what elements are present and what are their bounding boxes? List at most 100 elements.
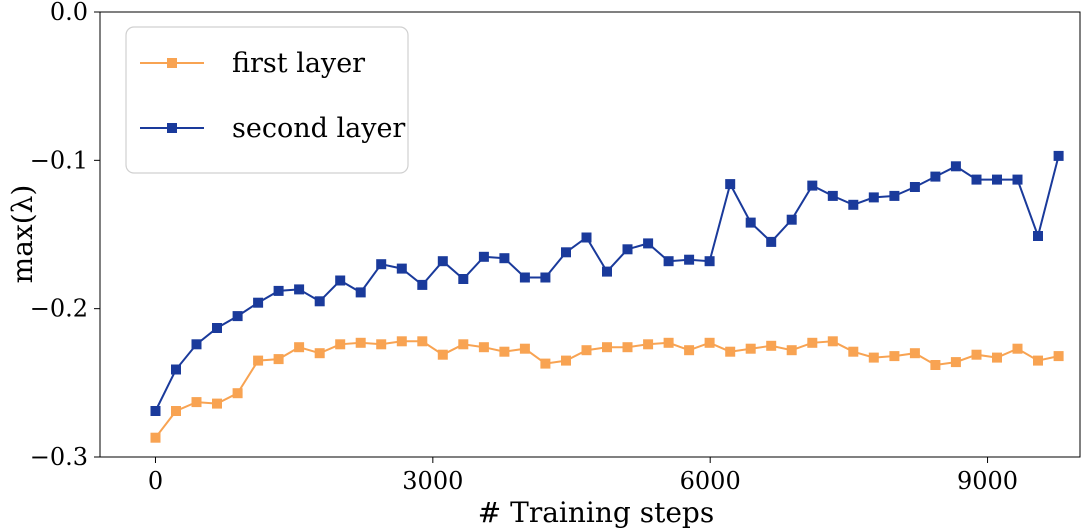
y-axis-ticks: 0.0 −0.1 −0.2 −0.3 [30, 0, 100, 471]
data-point-second-layer [417, 279, 428, 290]
data-point-first-layer [478, 342, 489, 353]
x-tick-label: 9000 [957, 467, 1018, 495]
series-line-first-layer [154, 340, 1059, 439]
data-point-first-layer [519, 343, 530, 354]
x-axis-label: # Training steps [478, 496, 714, 529]
data-point-first-layer [376, 339, 387, 350]
data-point-second-layer [273, 285, 284, 296]
data-point-first-layer [1012, 343, 1023, 354]
data-point-first-layer [335, 339, 346, 350]
series-second-layer [150, 150, 1064, 416]
data-point-second-layer [930, 171, 941, 182]
series-first-layer [150, 336, 1064, 443]
legend-label-second-layer: second layer [232, 113, 405, 144]
data-point-second-layer [335, 275, 346, 286]
data-point-second-layer [602, 266, 612, 277]
data-point-second-layer [807, 180, 818, 191]
data-point-first-layer [992, 352, 1002, 363]
data-point-second-layer [786, 214, 797, 225]
data-point-first-layer [499, 346, 510, 357]
data-point-first-layer [581, 345, 592, 356]
data-point-first-layer [212, 398, 222, 409]
y-tick-label: −0.1 [30, 146, 88, 174]
data-point-first-layer [561, 355, 571, 366]
data-point-second-layer [499, 253, 510, 264]
data-point-second-layer [355, 287, 366, 298]
data-point-first-layer [848, 346, 859, 357]
data-point-first-layer [622, 342, 633, 353]
y-axis-label: max(λ) [6, 185, 39, 284]
data-point-second-layer [909, 182, 920, 192]
data-point-first-layer [191, 397, 202, 408]
data-point-first-layer [827, 336, 838, 347]
data-point-second-layer [868, 192, 879, 203]
data-point-second-layer [253, 297, 264, 308]
data-point-second-layer [971, 174, 982, 185]
data-point-second-layer [396, 263, 407, 274]
data-point-first-layer [868, 352, 879, 363]
data-point-first-layer [643, 339, 654, 350]
data-point-second-layer [1012, 174, 1023, 185]
data-point-first-layer [540, 358, 551, 369]
data-point-first-layer [437, 349, 448, 360]
data-point-first-layer [786, 345, 797, 356]
data-point-first-layer [909, 348, 920, 359]
data-point-second-layer [643, 238, 654, 249]
data-point-first-layer [253, 355, 264, 366]
data-point-first-layer [971, 349, 982, 360]
data-point-second-layer [294, 284, 305, 295]
data-point-second-layer [314, 296, 325, 307]
data-point-first-layer [930, 360, 941, 370]
data-point-second-layer [827, 190, 838, 201]
data-point-first-layer [150, 432, 161, 443]
x-tick-label: 0 [148, 467, 163, 495]
legend-marker-second-layer [167, 123, 177, 133]
data-point-first-layer [766, 340, 777, 351]
data-point-second-layer [622, 244, 633, 255]
data-point-first-layer [232, 388, 243, 399]
data-point-second-layer [1053, 150, 1064, 161]
legend: first layer second layer [125, 26, 409, 174]
data-point-second-layer [725, 179, 736, 190]
data-point-second-layer [191, 339, 202, 350]
data-point-second-layer [232, 311, 243, 322]
plot-area [99, 11, 1081, 458]
data-point-first-layer [294, 342, 305, 353]
data-point-second-layer [150, 406, 161, 416]
data-point-second-layer [458, 274, 469, 284]
data-point-second-layer [376, 259, 387, 270]
data-point-second-layer [581, 232, 592, 243]
data-point-second-layer [704, 256, 715, 267]
data-point-first-layer [684, 345, 695, 356]
data-point-first-layer [725, 346, 736, 357]
series-line-second-layer [154, 155, 1060, 412]
data-point-first-layer [704, 337, 715, 348]
data-point-first-layer [663, 337, 674, 348]
data-point-first-layer [1053, 351, 1064, 362]
y-tick-label: −0.2 [30, 295, 88, 323]
legend-marker-first-layer [167, 58, 177, 68]
data-point-first-layer [602, 342, 612, 353]
data-point-second-layer [684, 254, 695, 265]
data-point-second-layer [766, 236, 777, 247]
data-point-second-layer [889, 190, 900, 201]
data-point-first-layer [745, 343, 756, 354]
data-point-second-layer [212, 323, 222, 333]
data-point-first-layer [417, 336, 428, 347]
data-point-second-layer [663, 256, 674, 267]
data-point-first-layer [171, 406, 181, 416]
axes-frame [99, 11, 1081, 458]
y-tick-label: 0.0 [50, 0, 88, 26]
x-tick-label: 3000 [402, 467, 463, 495]
data-point-second-layer [950, 161, 961, 172]
data-point-first-layer [458, 339, 469, 350]
y-tick-label: −0.3 [30, 443, 88, 471]
x-tick-label: 6000 [680, 467, 741, 495]
data-point-second-layer [519, 272, 530, 283]
legend-label-first-layer: first layer [232, 48, 365, 79]
data-point-second-layer [540, 272, 551, 283]
data-point-first-layer [950, 357, 961, 368]
data-point-first-layer [807, 337, 818, 348]
data-point-second-layer [171, 364, 181, 375]
data-point-first-layer [355, 337, 366, 348]
